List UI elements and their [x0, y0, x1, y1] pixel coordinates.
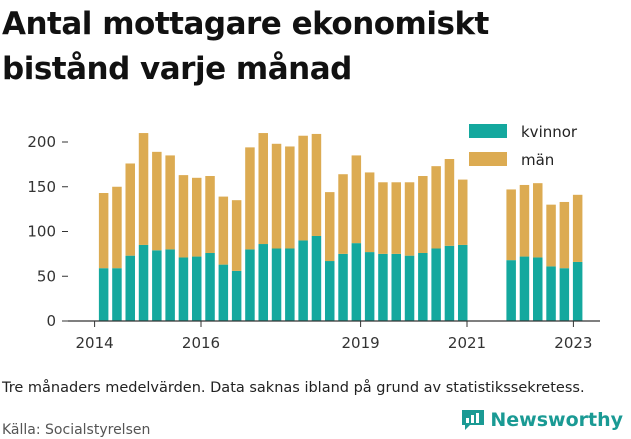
- bar-man-29: [519, 184, 530, 257]
- bar-man-10: [231, 200, 242, 271]
- bar-kvinnor-26: [444, 245, 455, 321]
- bar-kvinnor-31: [546, 266, 556, 321]
- y-tick-label-0: 0: [46, 312, 56, 330]
- bar-man-13: [271, 143, 282, 249]
- bar-kvinnor-8: [205, 252, 215, 321]
- bar-man-28: [506, 189, 516, 261]
- bar-man-20: [364, 172, 375, 253]
- bar-man-22: [391, 182, 401, 254]
- bar-man-27: [457, 179, 468, 245]
- stacked-bar-chart: 0 50 100 150 200 2014 2016 2019 2021 2023 kvinnor…: [27, 123, 600, 352]
- bar-man-33: [572, 194, 583, 262]
- bar-man-9: [218, 196, 229, 265]
- bar-man-1: [112, 186, 122, 269]
- chart-title: Antal mottagare ekonomiskt bistånd varje…: [2, 6, 489, 87]
- y-tick-label-100: 100: [27, 223, 56, 241]
- bars-layer: [98, 133, 583, 322]
- bar-kvinnor-14: [285, 248, 295, 321]
- bar-kvinnor-4: [152, 250, 162, 321]
- bar-kvinnor-16: [311, 235, 322, 321]
- bar-kvinnor-9: [218, 264, 229, 321]
- bar-kvinnor-0: [98, 268, 109, 321]
- bar-kvinnor-21: [378, 253, 388, 322]
- bar-kvinnor-24: [418, 252, 428, 321]
- newsworthy-logo-icon: [462, 410, 485, 430]
- legend: kvinnor män: [469, 123, 578, 169]
- x-tick-label-2016: 2016: [182, 334, 220, 352]
- bar-kvinnor-12: [258, 244, 268, 321]
- bar-man-17: [324, 192, 335, 262]
- bar-kvinnor-29: [519, 256, 530, 321]
- bar-kvinnor-11: [245, 249, 255, 321]
- bar-kvinnor-27: [457, 244, 468, 322]
- bar-kvinnor-1: [112, 268, 122, 321]
- x-tick-label-2019: 2019: [342, 334, 380, 352]
- bar-kvinnor-28: [506, 260, 516, 321]
- y-tick-label-150: 150: [27, 178, 56, 196]
- bar-kvinnor-6: [178, 257, 189, 321]
- legend-swatch-kvinnor: [469, 124, 507, 138]
- bar-man-32: [559, 201, 570, 269]
- bar-man-5: [165, 155, 175, 250]
- bar-kvinnor-23: [404, 255, 415, 321]
- bar-kvinnor-22: [391, 253, 401, 322]
- bar-kvinnor-18: [338, 253, 348, 322]
- bar-man-15: [298, 135, 308, 241]
- bar-man-0: [98, 193, 109, 269]
- bar-man-31: [546, 204, 556, 267]
- bar-kvinnor-33: [572, 261, 583, 321]
- bar-man-7: [191, 177, 202, 257]
- bar-kvinnor-32: [559, 268, 570, 321]
- bar-man-16: [311, 133, 322, 236]
- bar-man-6: [178, 175, 189, 258]
- bar-man-8: [205, 176, 215, 253]
- bar-man-24: [418, 176, 428, 253]
- y-tick-label-50: 50: [37, 267, 56, 285]
- bar-man-4: [152, 151, 162, 251]
- bar-kvinnor-3: [138, 244, 149, 322]
- bar-kvinnor-7: [191, 256, 202, 321]
- bar-kvinnor-19: [351, 243, 362, 321]
- bar-man-25: [431, 166, 441, 249]
- legend-swatch-man: [469, 152, 507, 166]
- brand-name: Newsworthy: [490, 409, 623, 431]
- bar-man-18: [338, 174, 348, 254]
- bar-man-2: [125, 163, 135, 256]
- bar-man-11: [245, 147, 255, 250]
- bar-man-23: [404, 182, 415, 256]
- y-tick-label-200: 200: [27, 133, 56, 151]
- x-tick-label-2021: 2021: [448, 334, 486, 352]
- chart-source: Källa: Socialstyrelsen: [2, 422, 151, 438]
- chart-note: Tre månaders medelvärden. Data saknas ib…: [2, 380, 585, 396]
- bar-man-30: [533, 183, 543, 258]
- bar-kvinnor-20: [364, 252, 375, 321]
- bar-man-14: [285, 146, 295, 249]
- bar-kvinnor-5: [165, 249, 175, 321]
- newsworthy-logo: Newsworthy: [460, 408, 623, 432]
- bar-kvinnor-15: [298, 240, 308, 321]
- bar-kvinnor-30: [533, 257, 543, 321]
- bar-man-26: [444, 159, 455, 246]
- axes-layer: 0 50 100 150 200 2014 2016 2019 2021 2023: [27, 133, 600, 352]
- bar-man-21: [378, 182, 388, 254]
- bar-kvinnor-10: [231, 270, 242, 321]
- legend-label-kvinnor: kvinnor: [521, 123, 578, 141]
- bar-kvinnor-2: [125, 255, 135, 321]
- legend-label-man: män: [521, 151, 554, 169]
- bar-man-19: [351, 155, 362, 244]
- x-tick-label-2014: 2014: [76, 334, 114, 352]
- bar-man-3: [138, 133, 149, 245]
- bar-kvinnor-25: [431, 248, 441, 321]
- bar-kvinnor-13: [271, 248, 282, 321]
- bar-kvinnor-17: [324, 261, 335, 321]
- x-tick-label-2023: 2023: [554, 334, 592, 352]
- bar-man-12: [258, 133, 268, 245]
